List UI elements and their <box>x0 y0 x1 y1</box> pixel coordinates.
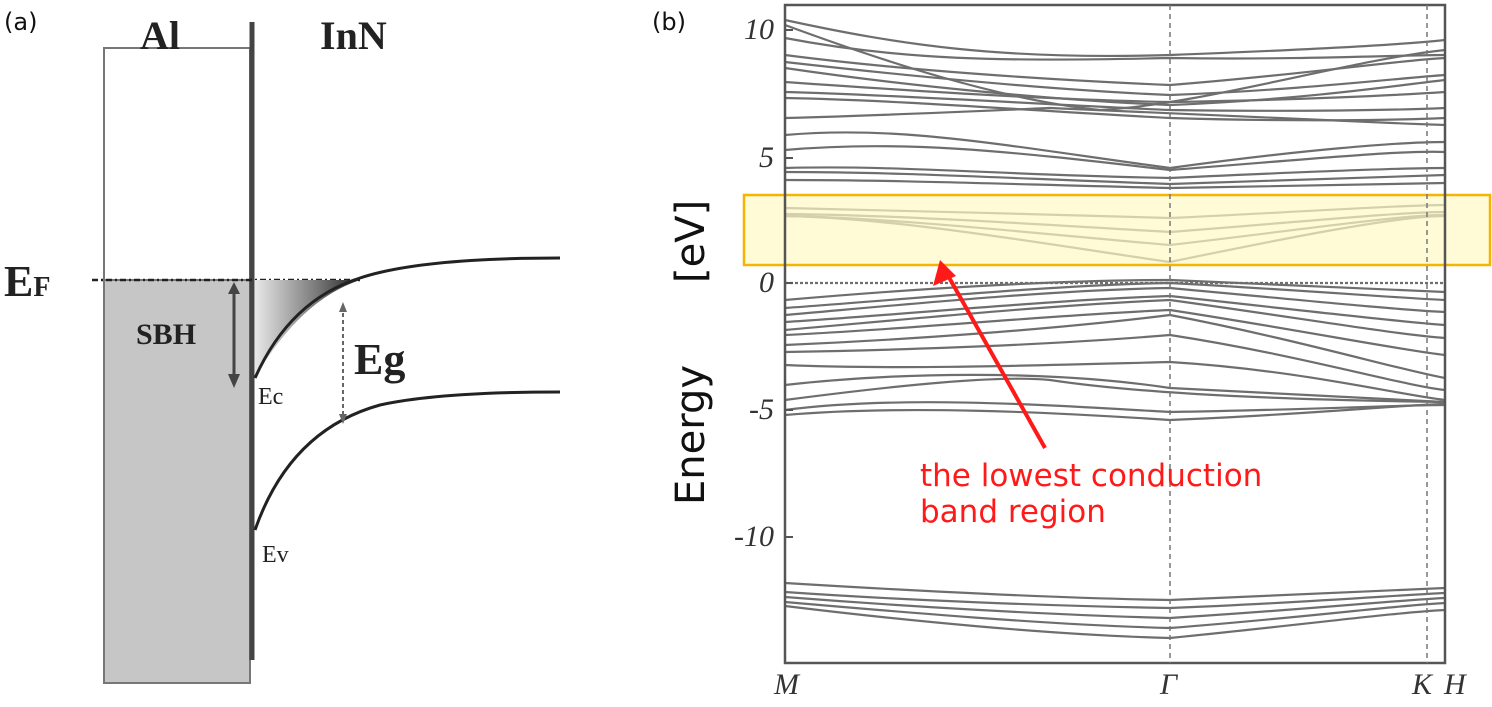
plot-frame <box>783 3 1447 665</box>
ytick-10: 10 <box>744 13 774 46</box>
ev-label: Ev <box>262 542 289 568</box>
ec-label: Ec <box>258 384 284 410</box>
kpoint-m: M <box>774 668 799 701</box>
y-axis-label-unit: [eV] <box>668 199 714 283</box>
kpoint-gamma: Γ <box>1160 668 1178 701</box>
conduction-band-highlight-box <box>742 193 1492 267</box>
sbh-label: SBH <box>136 318 197 351</box>
panel-b-label: (b) <box>652 8 686 36</box>
ytick-5: 5 <box>759 141 774 174</box>
annotation-line-1: the lowest conduction <box>920 458 1263 494</box>
annotation-arrow <box>944 271 1047 449</box>
metal-empty-region <box>103 47 251 281</box>
accumulation-fill <box>255 280 360 378</box>
annotation-text: the lowest conduction band region <box>920 458 1262 530</box>
metal-label: Al <box>140 13 180 58</box>
fermi-level-label: EF <box>4 257 51 306</box>
ytick-neg10: -10 <box>734 520 774 553</box>
ytick-0: 0 <box>759 266 774 299</box>
bandgap-label: Eg <box>354 335 406 384</box>
annotation-line-2: band region <box>920 494 1106 530</box>
kpoint-k: K <box>1412 668 1433 701</box>
kpoint-h: H <box>1444 668 1466 701</box>
y-axis-label-energy: Energy <box>668 364 714 505</box>
panel-a-label: (a) <box>4 8 38 36</box>
ytick-neg5: -5 <box>749 393 774 426</box>
conduction-band-curve <box>253 256 561 379</box>
valence-band-curve <box>253 390 561 531</box>
semiconductor-label: InN <box>320 13 387 58</box>
